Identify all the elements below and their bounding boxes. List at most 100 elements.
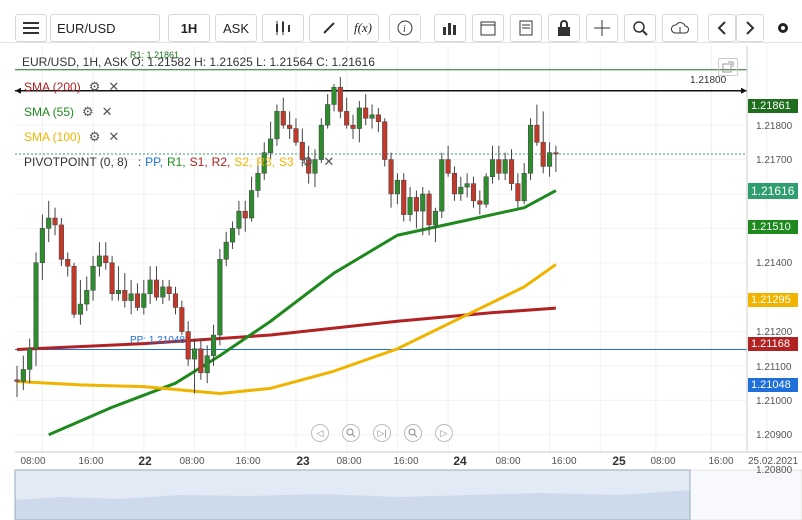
candle[interactable]	[153, 266, 160, 301]
candle[interactable]	[52, 207, 58, 236]
info-button[interactable]: i	[389, 14, 421, 42]
candle[interactable]	[439, 152, 445, 219]
candle[interactable]	[242, 200, 248, 232]
interval-select[interactable]: 1H	[168, 14, 210, 42]
candle[interactable]	[172, 286, 179, 315]
candle[interactable]	[198, 338, 204, 380]
candle[interactable]	[287, 111, 293, 139]
candle[interactable]	[470, 176, 477, 208]
candle[interactable]	[261, 142, 267, 181]
candle[interactable]	[77, 279, 83, 325]
nav-prev-button[interactable]: ◁	[311, 424, 329, 442]
candle[interactable]	[223, 231, 229, 267]
candle[interactable]	[496, 145, 502, 181]
zoom-button[interactable]	[624, 14, 656, 42]
candle[interactable]	[318, 118, 324, 163]
candle[interactable]	[534, 104, 540, 146]
candle[interactable]	[185, 321, 191, 366]
candle[interactable]	[103, 242, 109, 270]
candle[interactable]	[426, 190, 432, 236]
indicator-pivot[interactable]: PIVOTPOINT (0, 8) : PP, R1, S1, R2, S2, …	[24, 154, 334, 170]
candle[interactable]	[210, 324, 217, 366]
candle[interactable]	[483, 173, 489, 208]
candle[interactable]	[166, 279, 172, 301]
candle[interactable]	[191, 338, 198, 394]
candle[interactable]	[268, 121, 274, 160]
candle[interactable]	[306, 145, 312, 184]
close-icon[interactable]: ✕	[108, 129, 120, 144]
candle[interactable]	[337, 76, 343, 119]
candle[interactable]	[274, 104, 280, 146]
zoom-in-button[interactable]	[404, 424, 422, 442]
candle[interactable]	[344, 97, 350, 129]
candle[interactable]	[325, 94, 331, 129]
reset-button[interactable]: ▷|	[373, 424, 391, 442]
candle[interactable]	[141, 279, 147, 315]
indicators-button[interactable]: f(x)	[347, 14, 379, 42]
candle[interactable]	[356, 101, 362, 143]
candle[interactable]	[451, 166, 458, 201]
calendar-button[interactable]	[472, 14, 504, 42]
candle[interactable]	[420, 187, 426, 236]
candle[interactable]	[179, 300, 185, 336]
gear-icon[interactable]: ⚙	[88, 129, 101, 144]
chart-type-button[interactable]	[262, 14, 304, 42]
indicator-sma200[interactable]: SMA (200) ⚙ ✕	[24, 79, 119, 95]
scroll-right-button[interactable]	[736, 14, 764, 42]
candle[interactable]	[46, 200, 52, 243]
indicator-sma100[interactable]: SMA (100) ⚙ ✕	[24, 129, 119, 145]
candle[interactable]	[515, 173, 521, 208]
candle[interactable]	[369, 104, 375, 129]
gear-icon[interactable]: ⚙	[88, 79, 101, 94]
candle[interactable]	[458, 176, 464, 201]
candle[interactable]	[508, 149, 515, 191]
gear-icon[interactable]: ⚙	[301, 154, 314, 169]
expand-button[interactable]	[718, 58, 738, 76]
candle[interactable]	[363, 94, 369, 126]
candle[interactable]	[540, 111, 546, 174]
crosshair-button[interactable]	[586, 14, 618, 42]
price-type-select[interactable]: ASK	[215, 14, 257, 42]
candle[interactable]	[128, 279, 134, 315]
candle[interactable]	[84, 276, 90, 311]
candle[interactable]	[350, 114, 356, 139]
candle[interactable]	[432, 207, 438, 243]
candle[interactable]	[527, 118, 534, 181]
candle[interactable]	[502, 152, 508, 181]
candle[interactable]	[388, 152, 394, 208]
candle[interactable]	[14, 365, 20, 397]
candle[interactable]	[547, 142, 553, 177]
candle[interactable]	[280, 97, 286, 129]
upload-button[interactable]	[662, 14, 698, 42]
nav-next-button[interactable]: ▷	[435, 424, 453, 442]
zoom-out-button[interactable]	[342, 424, 360, 442]
navigator-selection[interactable]	[14, 469, 691, 520]
close-icon[interactable]: ✕	[108, 79, 120, 94]
candle[interactable]	[115, 266, 121, 301]
price-chart[interactable]	[0, 42, 802, 520]
candle[interactable]	[413, 190, 419, 229]
news-button[interactable]	[510, 14, 542, 42]
candle[interactable]	[217, 249, 223, 346]
candle[interactable]	[109, 255, 115, 301]
candle[interactable]	[122, 273, 128, 308]
candle[interactable]	[33, 252, 39, 366]
scroll-left-button[interactable]	[708, 14, 736, 42]
candle[interactable]	[299, 128, 305, 167]
candle[interactable]	[401, 173, 407, 222]
candle[interactable]	[90, 255, 96, 301]
close-icon[interactable]: ✕	[101, 104, 113, 119]
candle[interactable]	[293, 118, 299, 146]
gear-icon[interactable]: ⚙	[82, 104, 94, 119]
candle[interactable]	[65, 252, 71, 277]
candle[interactable]	[134, 283, 141, 311]
candle[interactable]	[489, 145, 496, 184]
candle[interactable]	[407, 187, 413, 222]
close-icon[interactable]: ✕	[323, 154, 335, 169]
candle[interactable]	[236, 200, 242, 236]
candle[interactable]	[521, 162, 527, 205]
candle[interactable]	[394, 173, 400, 205]
candle[interactable]	[20, 355, 26, 391]
candle[interactable]	[27, 338, 33, 384]
candle[interactable]	[204, 345, 210, 384]
